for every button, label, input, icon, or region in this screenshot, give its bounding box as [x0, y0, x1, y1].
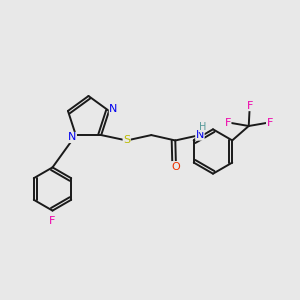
Text: F: F: [49, 215, 56, 226]
Text: F: F: [224, 118, 231, 128]
Text: S: S: [123, 136, 130, 146]
Text: N: N: [110, 104, 118, 114]
Text: O: O: [172, 162, 180, 172]
Text: N: N: [68, 133, 76, 142]
Text: F: F: [266, 118, 273, 128]
Text: N: N: [196, 130, 204, 140]
Text: H: H: [199, 122, 206, 132]
Text: F: F: [246, 100, 253, 111]
